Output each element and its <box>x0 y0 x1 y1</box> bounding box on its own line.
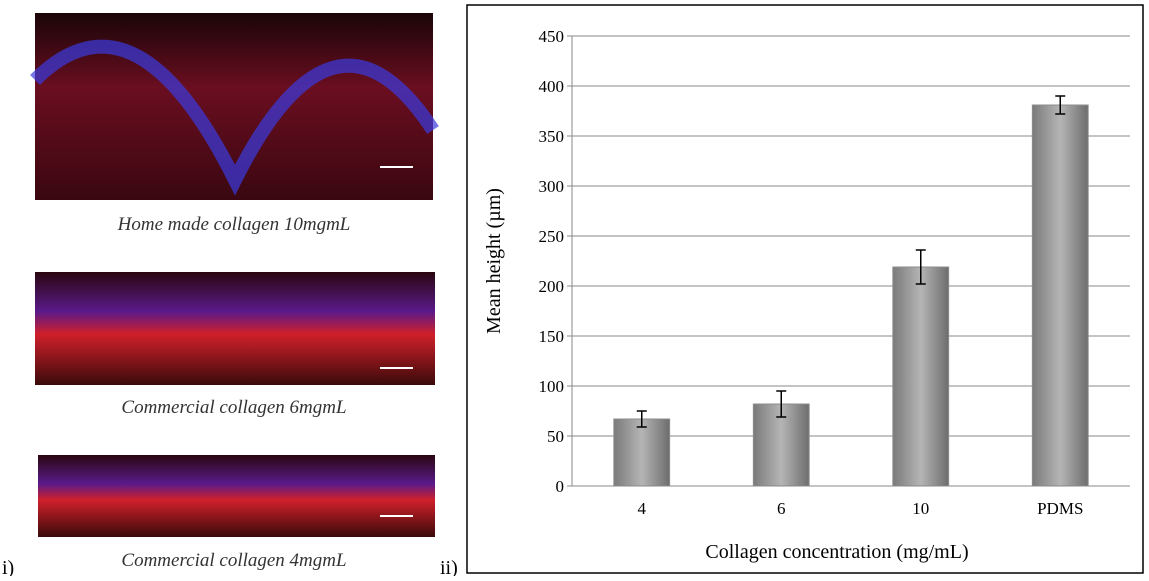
error-bar <box>636 410 647 428</box>
x-tick-label: PDMS <box>1037 499 1083 518</box>
y-tick-label: 350 <box>539 127 565 146</box>
y-axis-label: Mean height (µm) <box>483 188 505 334</box>
x-tick-label: 6 <box>777 499 786 518</box>
y-tick-label: 450 <box>539 27 565 46</box>
y-tick-label: 100 <box>539 377 565 396</box>
x-tick-label: 10 <box>912 499 929 518</box>
chart-frame <box>466 4 1144 574</box>
y-tick-label: 250 <box>539 227 565 246</box>
error-bar <box>915 249 926 285</box>
y-tick-label: 150 <box>539 327 565 346</box>
y-tick-label: 400 <box>539 77 565 96</box>
panel-label: ii) <box>440 557 458 576</box>
x-axis-label: Collagen concentration (mg/mL) <box>705 541 968 563</box>
image-caption: Commercial collagen 6mgmL <box>121 397 346 418</box>
bar <box>1031 104 1089 487</box>
y-tick-label: 300 <box>539 177 565 196</box>
bar <box>892 266 950 487</box>
y-tick-label: 0 <box>556 477 565 496</box>
y-tick-label: 50 <box>547 427 564 446</box>
bar <box>613 418 671 487</box>
micrograph <box>35 272 435 385</box>
micrograph <box>38 455 435 537</box>
y-tick-label: 200 <box>539 277 565 296</box>
panel-label: i) <box>2 557 14 576</box>
image-caption: Commercial collagen 4mgmL <box>121 550 346 571</box>
x-tick-label: 4 <box>638 499 647 518</box>
micrograph-signal <box>30 39 439 196</box>
error-bar <box>776 390 787 418</box>
error-bar <box>1055 95 1066 115</box>
image-caption: Home made collagen 10mgmL <box>117 214 351 235</box>
